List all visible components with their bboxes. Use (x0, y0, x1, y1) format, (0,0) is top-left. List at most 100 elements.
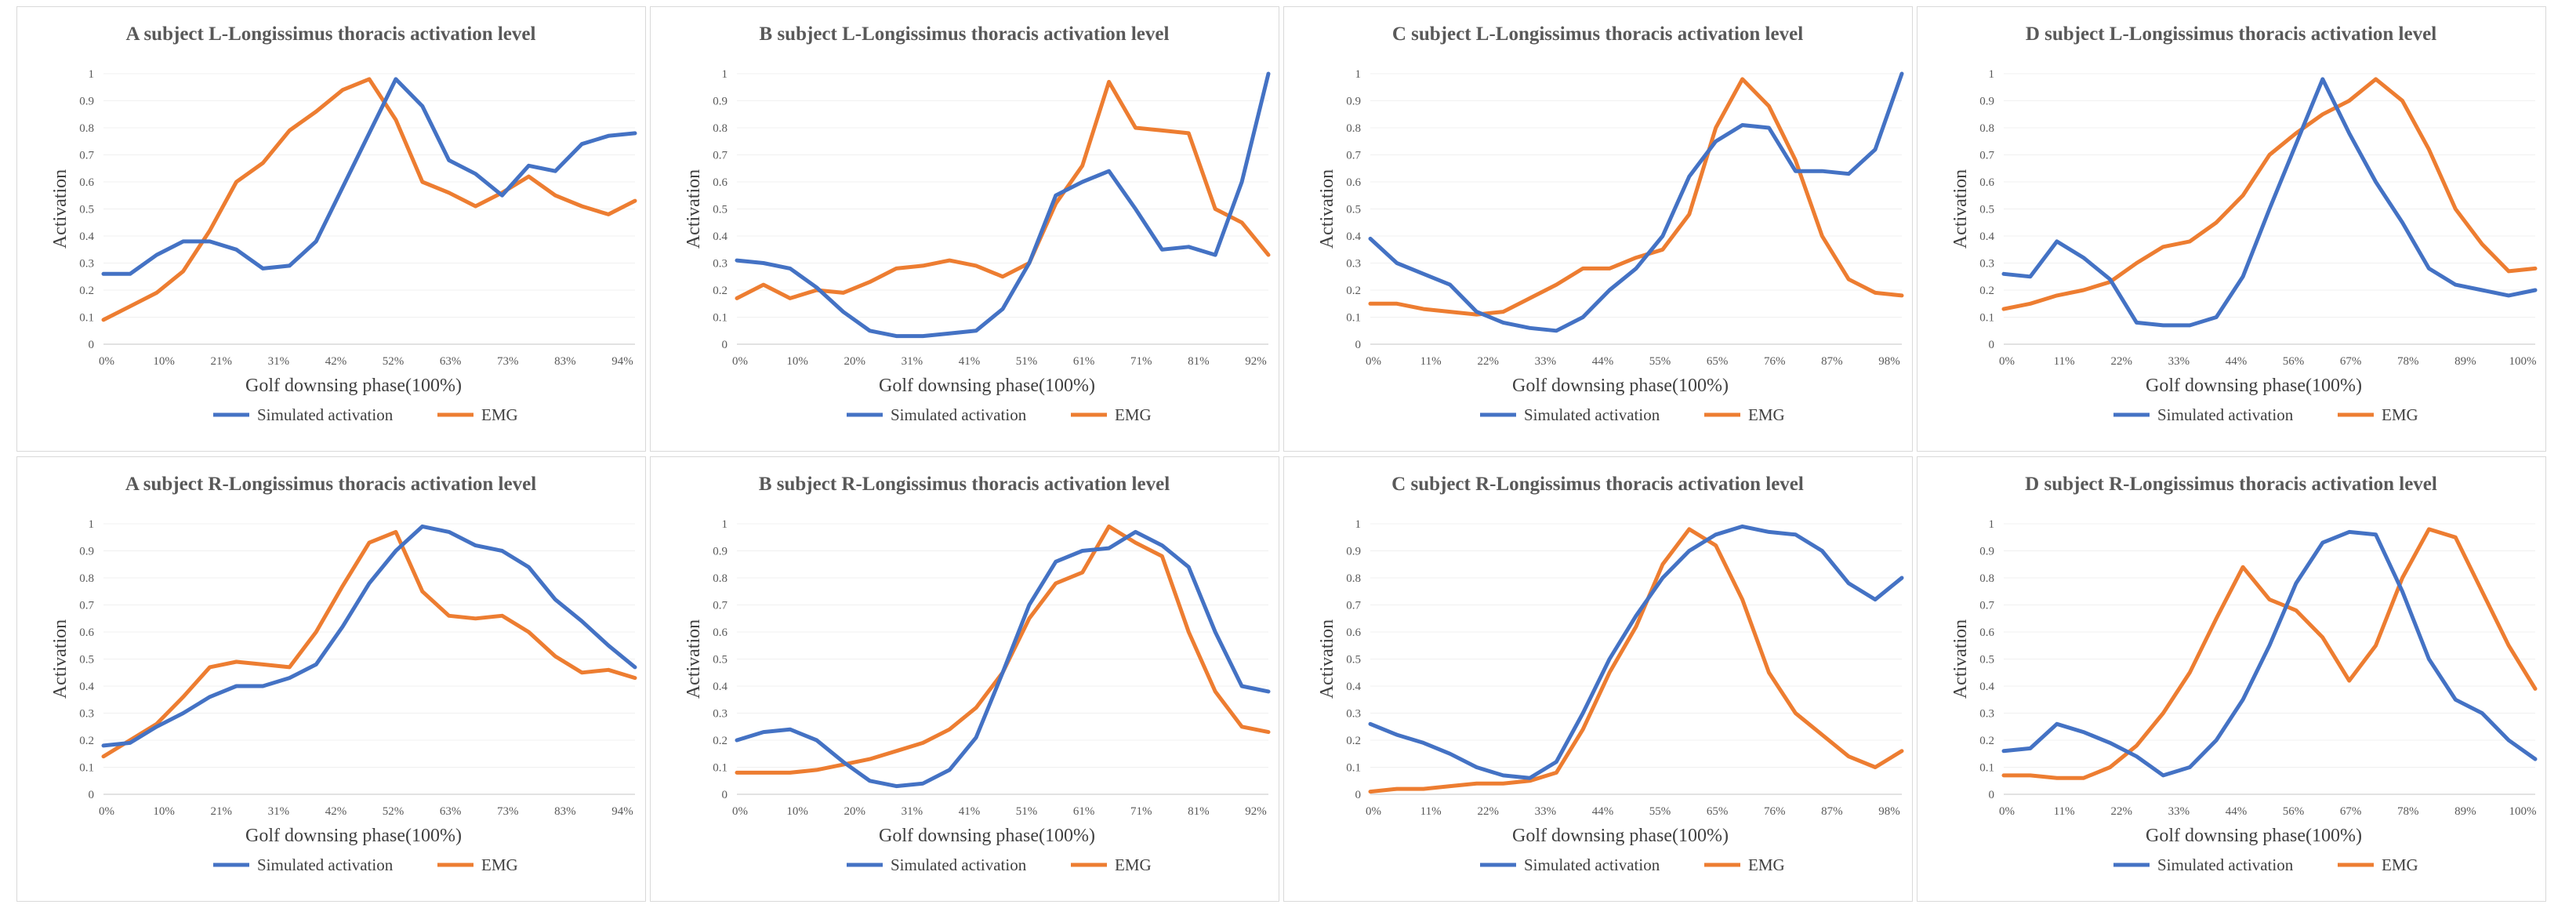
y-tick-label: 0.5 (1979, 204, 1994, 216)
y-tick-label: 0.2 (1346, 285, 1361, 297)
y-tick-label: 0.9 (713, 96, 727, 108)
series-line-simulated (1368, 71, 1904, 333)
x-tick-label: 33% (2168, 805, 2190, 818)
series-line-emg (1368, 527, 1904, 794)
y-tick-label: 0.8 (713, 572, 727, 585)
chart-title: D subject R-Longissimus thoracis activat… (2025, 474, 2437, 495)
series-line-emg (735, 79, 1271, 300)
x-tick-label: 21% (210, 805, 232, 818)
series-line-emg (101, 77, 637, 322)
legend-label: Simulated activation (2157, 405, 2294, 424)
y-tick-label: 0.5 (1346, 204, 1361, 216)
chart-panel-7: C subject R-Longissimus thoracis activat… (1283, 456, 1913, 902)
x-tick-label: 83% (554, 805, 576, 818)
chart-panel-3: C subject L-Longissimus thoracis activat… (1283, 6, 1913, 452)
x-tick-label: 20% (844, 805, 865, 818)
x-tick-label: 11% (1420, 805, 1442, 818)
y-tick-label: 0.2 (713, 735, 727, 747)
x-tick-label: 63% (440, 805, 462, 818)
chart-panel-1: A subject L-Longissimus thoracis activat… (16, 6, 646, 452)
series-line-emg (2001, 77, 2538, 311)
y-tick-label: 0.3 (1346, 258, 1361, 271)
y-tick-label: 0 (722, 789, 728, 801)
legend-label: EMG (1748, 855, 1785, 874)
series-line-simulated (735, 529, 1271, 789)
x-tick-label: 65% (1707, 355, 1729, 368)
x-tick-label: 0% (732, 355, 748, 368)
x-tick-label: 42% (325, 355, 347, 368)
x-tick-label: 41% (959, 805, 981, 818)
legend-label: EMG (1748, 405, 1785, 424)
chart-title: C subject R-Longissimus thoracis activat… (1391, 474, 1804, 495)
x-tick-label: 22% (2110, 355, 2132, 368)
y-tick-label: 0.4 (1346, 231, 1361, 243)
y-tick-label: 0.8 (79, 572, 94, 585)
y-tick-label: 1 (1355, 518, 1362, 531)
x-tick-label: 33% (2168, 355, 2190, 368)
y-tick-label: 0.4 (1979, 231, 1994, 243)
chart-title: B subject R-Longissimus thoracis activat… (759, 474, 1170, 495)
y-axis-label: Activation (1317, 169, 1337, 249)
x-tick-label: 33% (1535, 355, 1557, 368)
x-tick-label: 100% (2509, 355, 2537, 368)
series-line-simulated (2001, 529, 2538, 778)
series-line-emg (735, 524, 1271, 775)
x-tick-label: 0% (99, 805, 114, 818)
chart-svg: A subject L-Longissimus thoracis activat… (50, 24, 637, 424)
legend-label: Simulated activation (1524, 405, 1660, 424)
y-tick-label: 0.3 (1979, 258, 1994, 271)
x-tick-label: 10% (153, 355, 175, 368)
y-axis-label: Activation (1950, 169, 1971, 249)
y-tick-label: 0.6 (713, 176, 727, 189)
y-tick-label: 0.6 (1979, 627, 1994, 639)
y-tick-label: 0.2 (1979, 735, 1994, 747)
y-tick-label: 0.8 (1346, 122, 1361, 135)
x-tick-label: 20% (844, 355, 865, 368)
x-tick-label: 31% (268, 355, 290, 368)
chart-title: D subject L-Longissimus thoracis activat… (2026, 24, 2436, 45)
chart-panel-6: B subject R-Longissimus thoracis activat… (650, 456, 1279, 902)
x-tick-label: 98% (1878, 355, 1900, 368)
chart-svg: B subject R-Longissimus thoracis activat… (684, 474, 1271, 874)
x-tick-label: 76% (1764, 355, 1786, 368)
y-tick-label: 0 (89, 339, 95, 351)
x-tick-label: 44% (1592, 355, 1613, 368)
legend-label: Simulated activation (891, 855, 1027, 874)
y-axis-label: Activation (50, 619, 71, 699)
y-axis-label: Activation (684, 169, 704, 249)
x-axis-label: Golf downsing phase(100%) (2146, 376, 2362, 396)
legend-label: EMG (481, 855, 518, 874)
x-tick-label: 11% (2054, 805, 2075, 818)
series-line-emg (1368, 77, 1904, 317)
y-tick-label: 0.7 (79, 600, 94, 612)
legend-label: Simulated activation (257, 405, 394, 424)
x-tick-label: 31% (902, 805, 923, 818)
x-tick-label: 22% (1477, 805, 1499, 818)
y-tick-label: 0.4 (1979, 681, 1994, 693)
y-tick-label: 0.1 (79, 762, 94, 775)
x-tick-label: 92% (1245, 355, 1267, 368)
x-tick-label: 11% (2054, 355, 2075, 368)
x-tick-label: 81% (1188, 805, 1210, 818)
y-tick-label: 0.3 (1346, 708, 1361, 721)
legend-label: EMG (2382, 855, 2418, 874)
y-tick-label: 1 (1989, 518, 1995, 531)
y-tick-label: 1 (1355, 68, 1362, 81)
x-tick-label: 42% (325, 805, 347, 818)
y-tick-label: 0.4 (1346, 681, 1361, 693)
y-tick-label: 0.6 (1346, 627, 1361, 639)
chart-title: B subject L-Longissimus thoracis activat… (760, 24, 1170, 45)
y-tick-label: 0.9 (1346, 546, 1361, 558)
x-axis-label: Golf downsing phase(100%) (1512, 826, 1729, 846)
y-axis-label: Activation (1950, 619, 1971, 699)
y-tick-label: 0.8 (1979, 122, 1994, 135)
series-line-simulated (1368, 524, 1904, 780)
y-tick-label: 0.9 (1979, 546, 1994, 558)
x-tick-label: 22% (1477, 355, 1499, 368)
legend-label: Simulated activation (891, 405, 1027, 424)
x-axis-label: Golf downsing phase(100%) (245, 376, 462, 396)
x-tick-label: 52% (383, 805, 405, 818)
chart-panel-8: D subject R-Longissimus thoracis activat… (1917, 456, 2546, 902)
x-tick-label: 65% (1707, 805, 1729, 818)
x-tick-label: 33% (1535, 805, 1557, 818)
